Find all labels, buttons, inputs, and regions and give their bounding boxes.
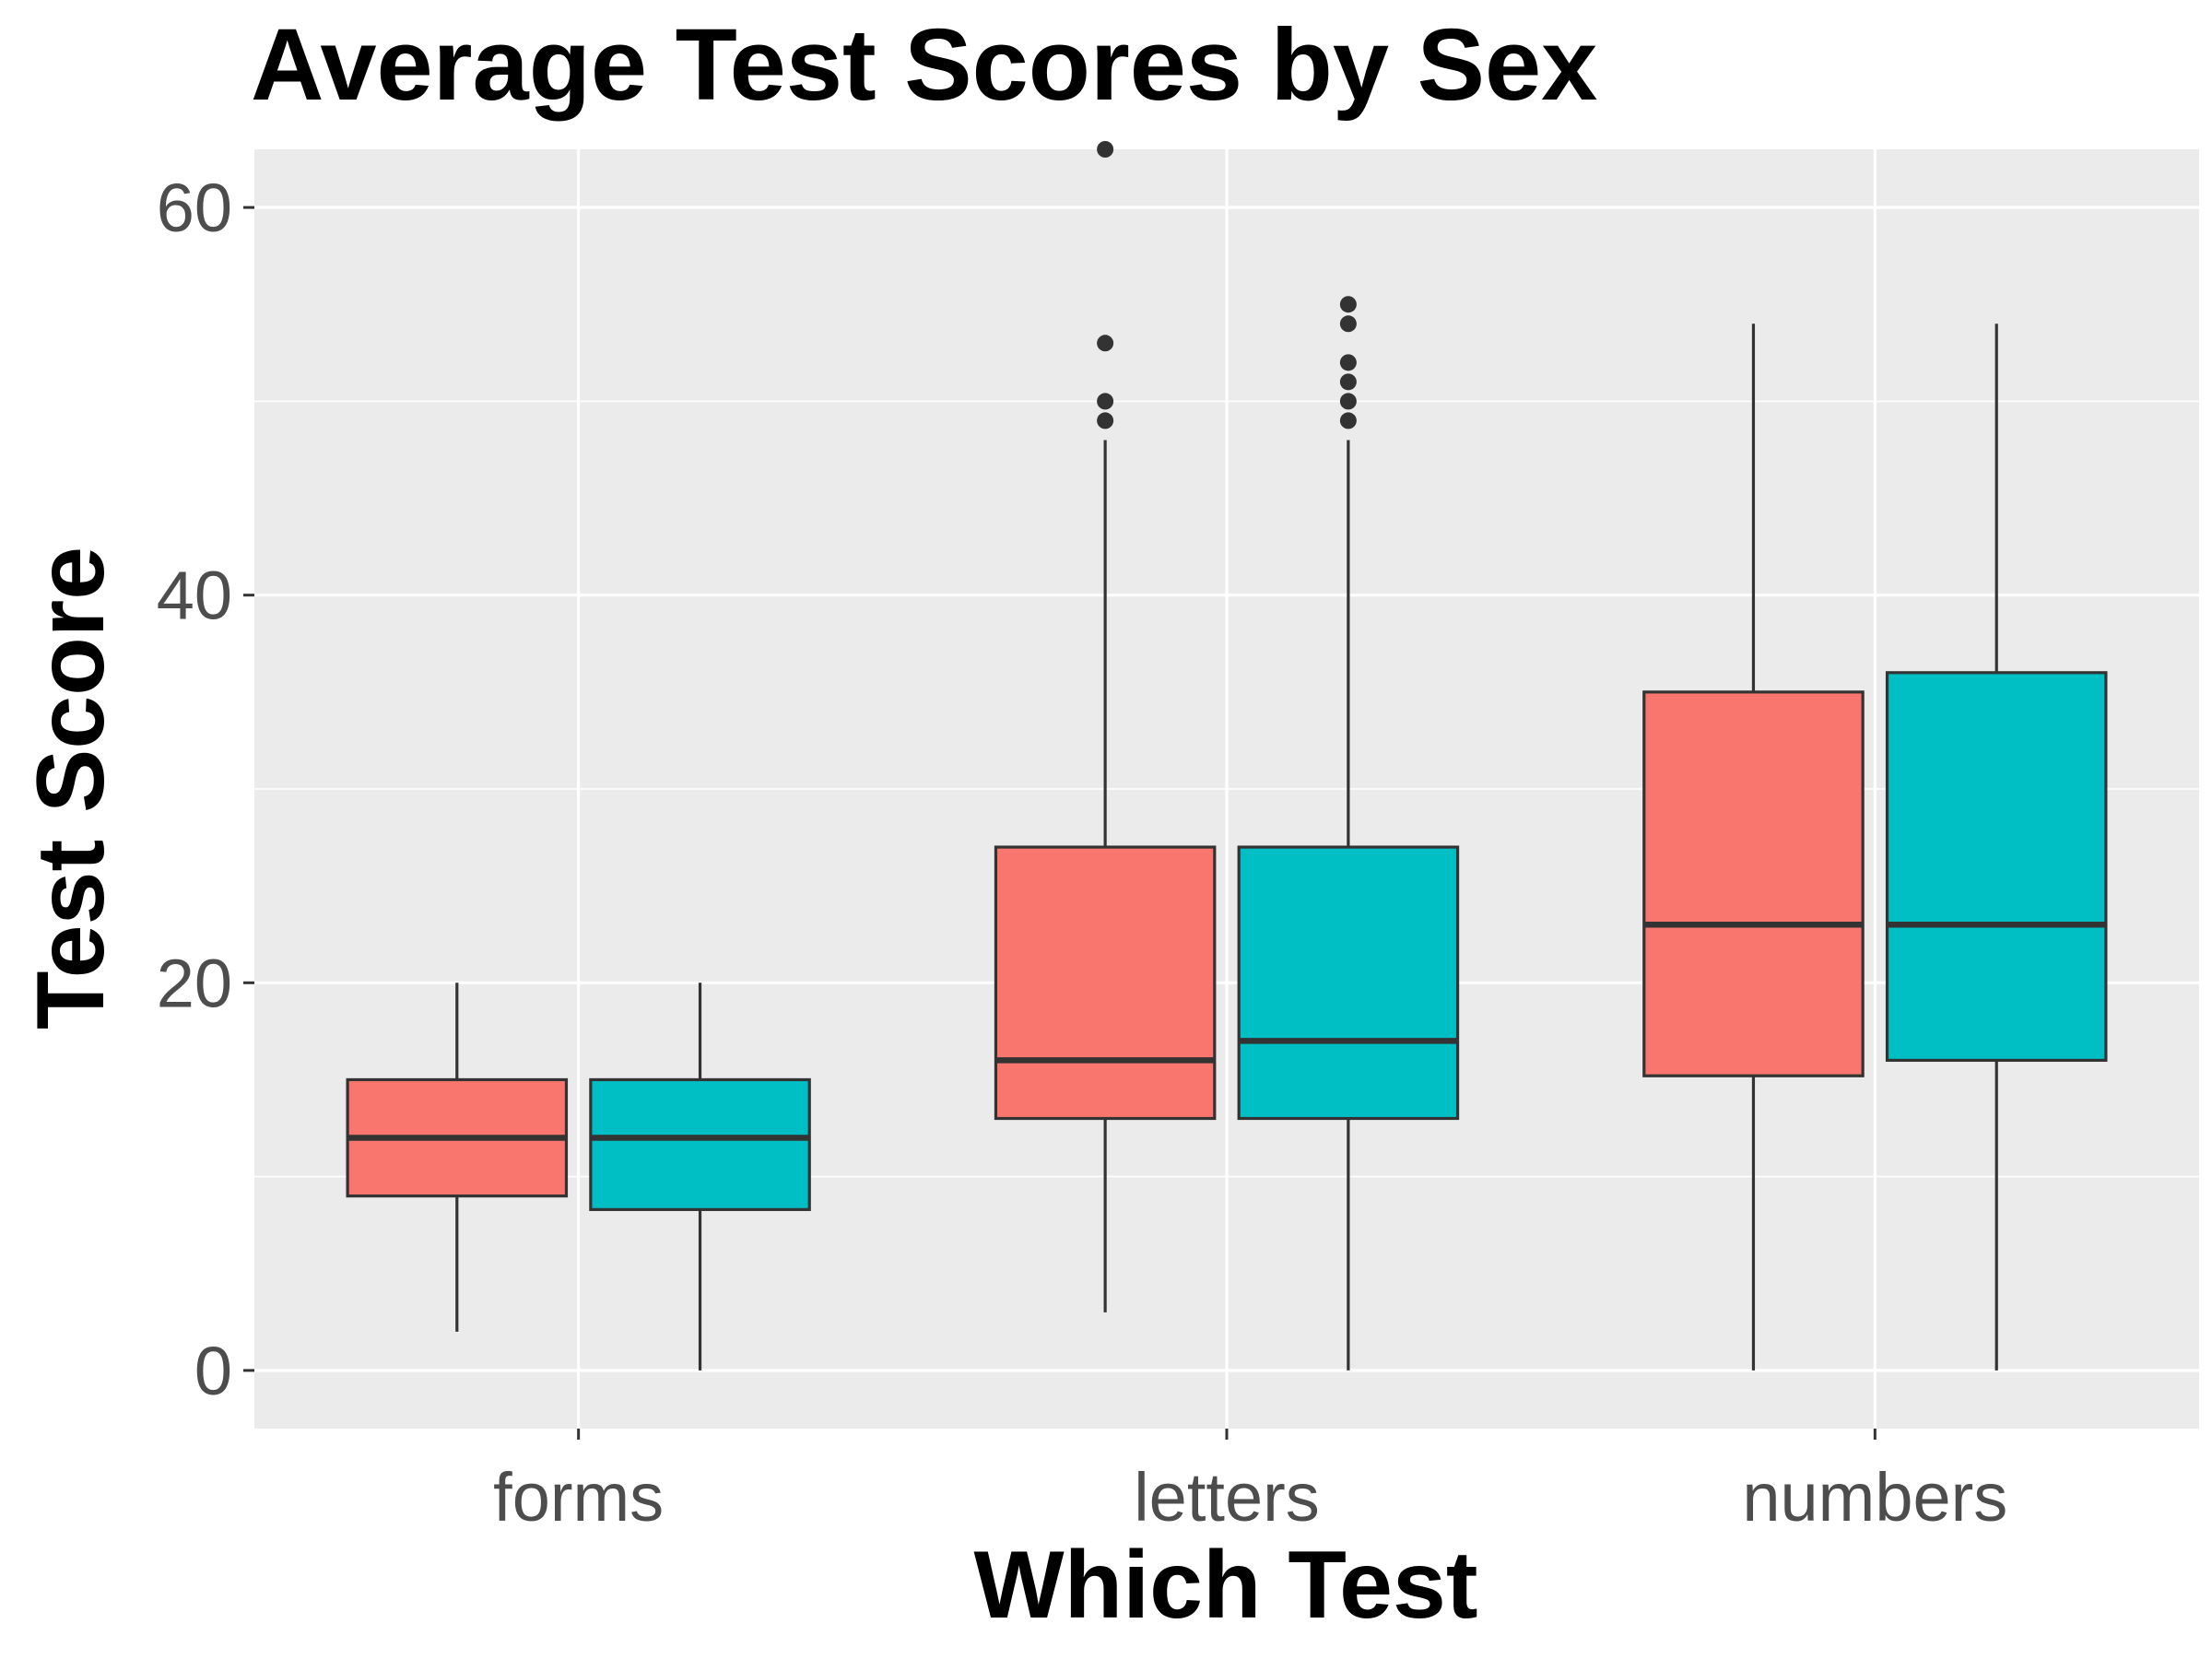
outlier-point [1097,393,1114,410]
box-numbers-1 [1642,324,1865,1371]
box-rect [994,845,1217,1121]
x-axis: forms letters numbers [493,1429,2007,1535]
chart-title: Average Test Scores by Sex [251,8,1597,122]
x-axis-title: Which Test [974,1532,1478,1639]
box-rect [1642,690,1865,1077]
box-letters-1 [994,141,1217,1312]
outlier-point [1339,373,1357,391]
y-tick-label: 40 [157,558,232,634]
y-tick-label: 0 [194,1333,232,1409]
y-tick-label: 60 [157,170,232,246]
box-numbers-2 [1885,324,2108,1371]
outlier-point [1097,335,1114,352]
outlier-point [1339,296,1357,313]
outlier-point [1339,393,1357,410]
x-tick-label: numbers [1742,1459,2007,1535]
box-forms-2 [589,982,811,1371]
box-rect [589,1077,811,1211]
box-letters-2 [1237,296,1460,1371]
x-tick-label: forms [493,1459,664,1535]
box-forms-1 [346,982,569,1332]
outlier-point [1097,412,1114,429]
plot-panel [254,149,2199,1429]
y-tick-label: 20 [157,945,232,1021]
box-rect [1237,845,1460,1121]
y-axis: 0 20 40 60 [157,170,254,1409]
outlier-point [1097,141,1114,158]
outlier-point [1339,354,1357,371]
outlier-point [1339,412,1357,429]
box-rect [1885,671,2108,1063]
outlier-point [1339,315,1357,333]
y-axis-title: Test Score [18,547,124,1030]
boxes [346,141,2108,1371]
x-tick-label: letters [1134,1459,1320,1535]
